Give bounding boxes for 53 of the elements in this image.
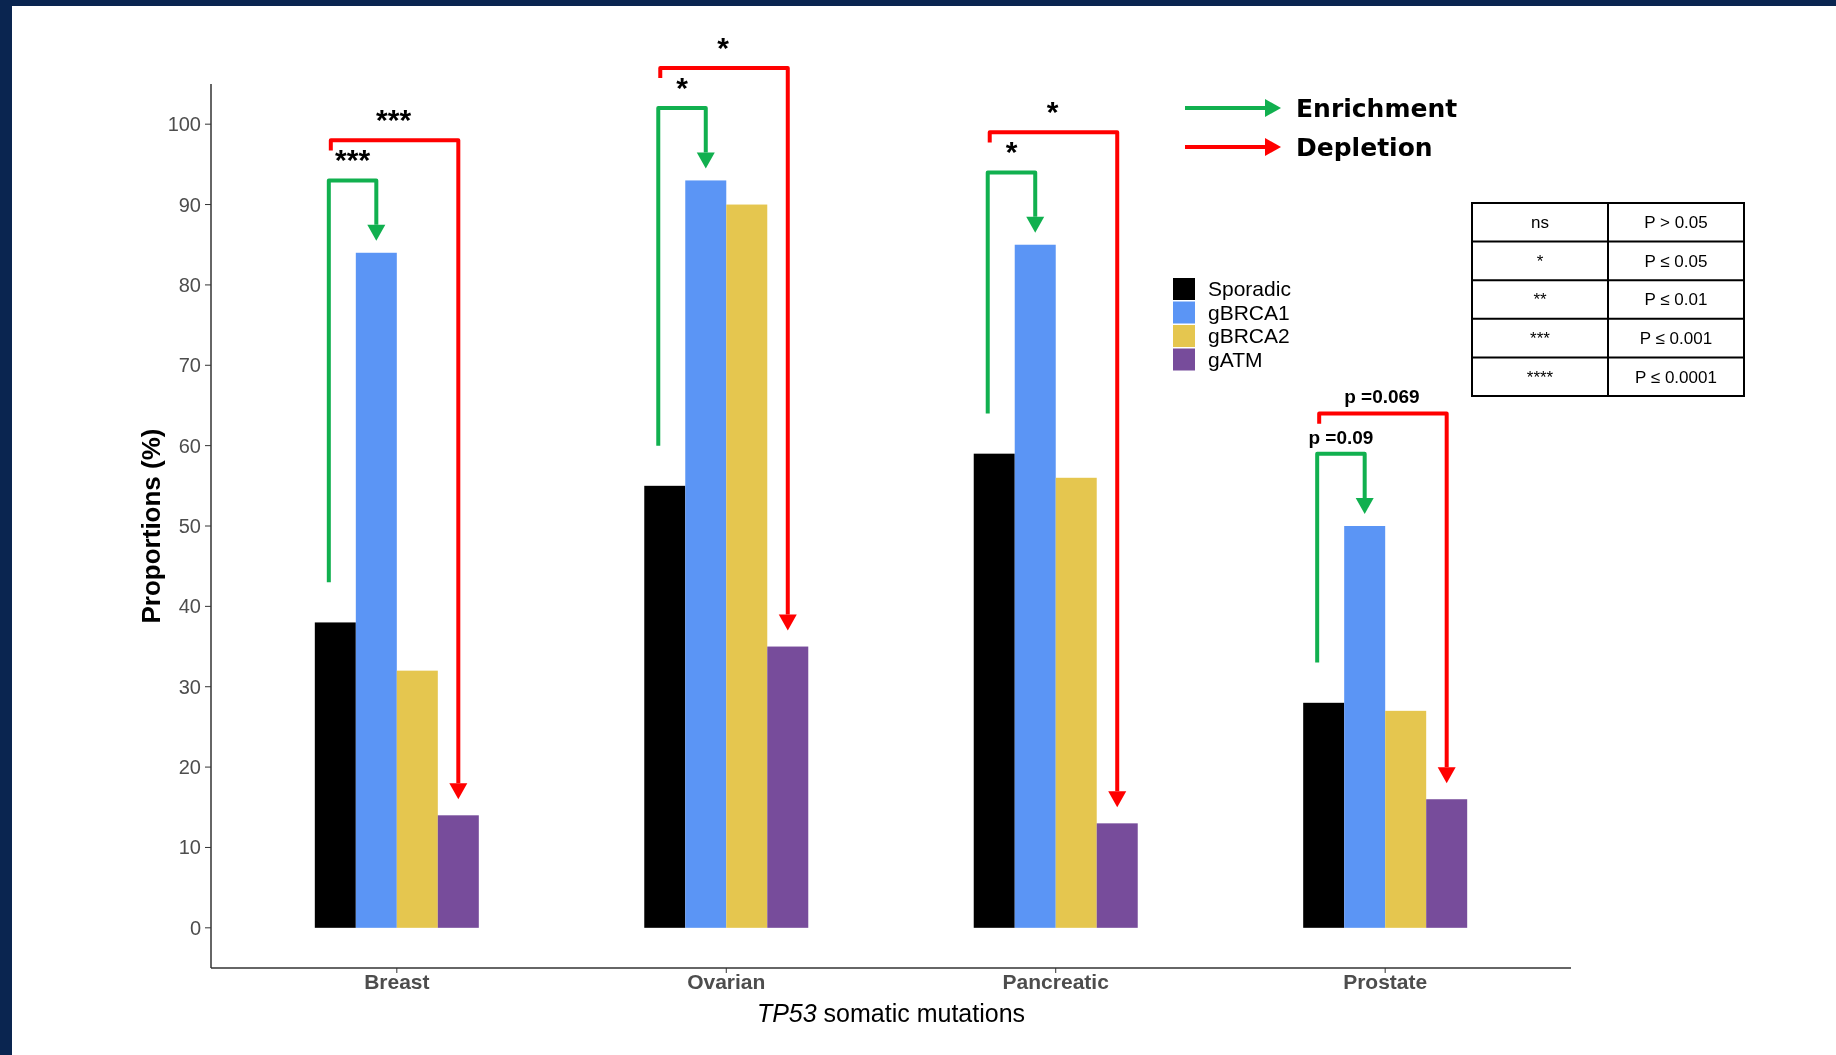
annotation: **** bbox=[1526, 367, 1554, 387]
y-tick-label: 40 bbox=[178, 595, 201, 618]
y-tick-label: 20 bbox=[178, 756, 201, 779]
bar bbox=[1303, 702, 1345, 928]
annotation: *** bbox=[335, 143, 371, 177]
legend-label: Sporadic bbox=[1208, 277, 1291, 301]
annotation: * bbox=[676, 71, 689, 105]
bar bbox=[644, 485, 686, 928]
bar bbox=[314, 622, 356, 928]
x-tick-label: Ovarian bbox=[687, 970, 766, 993]
bar bbox=[396, 670, 438, 928]
legend-label: gBRCA1 bbox=[1208, 300, 1290, 324]
text: * bbox=[717, 30, 730, 64]
bar bbox=[767, 646, 809, 928]
annotation: *** bbox=[1530, 329, 1551, 349]
annotation: p =0.069 bbox=[1344, 386, 1420, 408]
annotation: p =0.09 bbox=[1308, 426, 1374, 448]
y-tick-label: 50 bbox=[178, 515, 201, 537]
annotation: Enrichment bbox=[1296, 93, 1458, 123]
bar bbox=[437, 815, 479, 928]
annotation: * bbox=[1536, 251, 1544, 271]
y-tick-label: 70 bbox=[178, 354, 201, 377]
bar bbox=[1055, 477, 1097, 928]
bar bbox=[973, 453, 1015, 928]
x-tick-label: Breast bbox=[364, 970, 430, 993]
y-tick-label: 10 bbox=[178, 836, 201, 859]
x-axis-title: TP53 somatic mutations bbox=[756, 999, 1026, 1027]
annotation: * bbox=[1046, 95, 1059, 129]
annotation: ns bbox=[1531, 213, 1549, 233]
text: P ≤ 0.01 bbox=[1644, 290, 1708, 310]
annotation: ** bbox=[1533, 290, 1547, 310]
text: P > 0.05 bbox=[1644, 213, 1708, 233]
bar bbox=[726, 204, 768, 928]
text: P ≤ 0.05 bbox=[1644, 251, 1708, 271]
text: P ≤ 0.001 bbox=[1639, 329, 1713, 349]
legend-label: gATM bbox=[1208, 347, 1263, 371]
bar bbox=[1096, 823, 1138, 928]
y-tick-label: 90 bbox=[178, 193, 201, 216]
annotation: Depletion bbox=[1296, 132, 1433, 162]
y-tick-label: 80 bbox=[178, 273, 201, 296]
bar bbox=[1426, 799, 1468, 928]
x-tick-label: Prostate bbox=[1343, 970, 1428, 993]
annotation: *** bbox=[376, 103, 412, 137]
y-tick-label: 100 bbox=[167, 113, 201, 136]
y-axis-title: Proportions (%) bbox=[136, 428, 166, 624]
y-tick-label: 30 bbox=[178, 675, 201, 698]
legend-label: gBRCA2 bbox=[1208, 324, 1290, 348]
bar bbox=[1385, 710, 1427, 928]
y-tick-label: 60 bbox=[178, 434, 201, 457]
text: P ≤ 0.0001 bbox=[1635, 367, 1717, 387]
annotation: * bbox=[1005, 135, 1018, 169]
y-tick-label: 0 bbox=[189, 916, 201, 939]
x-tick-label: Pancreatic bbox=[1002, 970, 1110, 993]
